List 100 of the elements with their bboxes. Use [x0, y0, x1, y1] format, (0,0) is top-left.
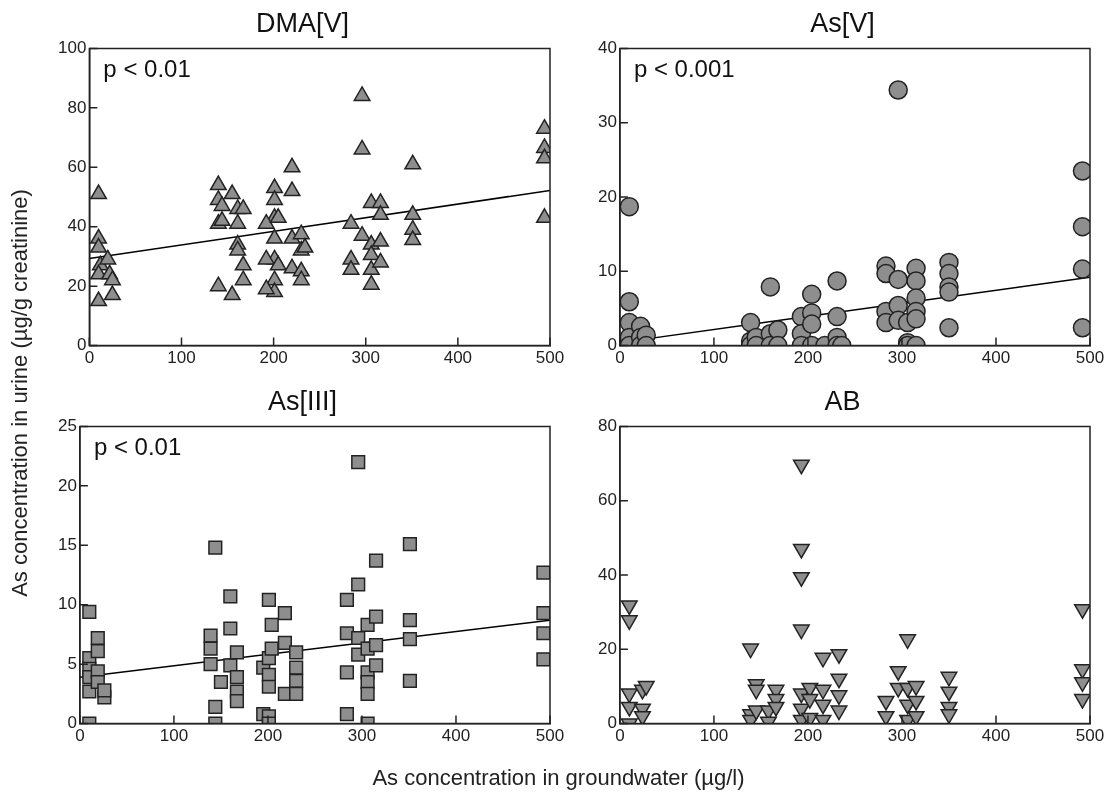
- y-tick-label: 100: [57, 38, 87, 58]
- x-tick-label: 100: [699, 348, 729, 368]
- x-tick-label: 300: [347, 726, 377, 746]
- y-tick-label: 80: [67, 97, 87, 117]
- point: [760, 277, 781, 297]
- chart-title: AB: [824, 385, 861, 416]
- point: [801, 284, 822, 305]
- point: [1073, 693, 1090, 709]
- point: [740, 312, 761, 333]
- y-tick-label: 80: [597, 416, 617, 436]
- point: [619, 292, 640, 312]
- y-tick-label: 10: [57, 594, 77, 614]
- x-tick-label: 300: [887, 348, 917, 368]
- point: [877, 710, 895, 724]
- point: [620, 600, 638, 616]
- point: [877, 695, 895, 711]
- y-tick-label: 20: [57, 475, 77, 495]
- point: [792, 543, 810, 559]
- point: [742, 643, 760, 659]
- point: [888, 269, 908, 290]
- point: [1073, 677, 1090, 693]
- point: [939, 282, 959, 302]
- point: [939, 318, 959, 338]
- x-tick-label: 500: [535, 348, 565, 368]
- point: [889, 665, 907, 681]
- point: [907, 680, 925, 696]
- annotation: p < 0.01: [103, 55, 191, 83]
- x-tick-label: 200: [793, 348, 823, 368]
- y-tick-label: 5: [67, 653, 77, 673]
- x-tick-label: 400: [441, 726, 471, 746]
- point: [907, 710, 925, 724]
- point: [827, 306, 847, 327]
- y-tick-label: 30: [597, 112, 617, 132]
- point: [940, 671, 958, 687]
- point: [827, 271, 847, 291]
- point: [1073, 603, 1090, 619]
- point: [1072, 216, 1090, 237]
- y-tick-label: 40: [597, 564, 617, 584]
- x-tick-label: 400: [981, 348, 1011, 368]
- y-tick-label: 40: [597, 38, 617, 58]
- x-tick-label: 400: [443, 348, 473, 368]
- point: [940, 686, 958, 702]
- point: [888, 80, 908, 100]
- x-tick-label: 100: [699, 726, 729, 746]
- x-tick-label: 500: [1075, 726, 1105, 746]
- point: [620, 615, 638, 631]
- y-tick-label: 20: [67, 275, 87, 295]
- y-tick-label: 60: [597, 490, 617, 510]
- x-tick-label: 200: [253, 726, 283, 746]
- point: [792, 624, 810, 640]
- point: [801, 314, 822, 334]
- x-tick-label: 100: [167, 348, 196, 368]
- point: [792, 571, 810, 587]
- point: [619, 196, 640, 217]
- point: [907, 695, 925, 711]
- point: [747, 705, 765, 721]
- y-tick-label: 10: [597, 260, 617, 280]
- x-tick-label: 400: [981, 726, 1011, 746]
- chart-title: DMA[V]: [255, 7, 350, 38]
- point: [899, 634, 917, 650]
- y-tick-label: 20: [597, 638, 617, 658]
- y-tick-label: 20: [597, 186, 617, 206]
- point: [814, 699, 832, 715]
- y-tick-label: 0: [607, 335, 617, 355]
- y-axis-title: As concentration in urine (µg/g creatinine): [7, 188, 33, 599]
- point: [814, 652, 832, 668]
- point: [792, 459, 810, 475]
- point: [620, 701, 638, 717]
- point: [830, 648, 848, 664]
- x-tick-label: 300: [887, 726, 917, 746]
- x-tick-label: 300: [351, 348, 380, 368]
- annotation: p < 0.001: [633, 55, 735, 83]
- chart-title: As[V]: [810, 7, 875, 38]
- x-tick-label: 500: [1075, 348, 1105, 368]
- point: [906, 309, 926, 329]
- point: [830, 690, 848, 706]
- point: [747, 684, 765, 700]
- point: [637, 680, 655, 696]
- point: [1072, 161, 1090, 181]
- point: [620, 688, 638, 704]
- point: [830, 673, 848, 689]
- y-tick-label: 60: [67, 156, 87, 176]
- point: [814, 684, 832, 700]
- point: [940, 709, 958, 724]
- x-tick-label: 200: [793, 726, 823, 746]
- y-tick-label: 15: [57, 534, 77, 554]
- x-tick-label: 100: [159, 726, 189, 746]
- point: [1072, 259, 1090, 279]
- y-tick-label: 40: [67, 216, 87, 236]
- point: [767, 701, 785, 717]
- x-tick-label: 200: [259, 348, 288, 368]
- point: [1072, 318, 1090, 338]
- y-tick-label: 25: [57, 416, 77, 436]
- point: [830, 705, 848, 721]
- y-tick-label: 0: [67, 713, 77, 733]
- x-axis-title: As concentration in groundwater (µg/l): [371, 765, 746, 791]
- point: [801, 693, 819, 709]
- point: [906, 271, 926, 291]
- chart-title: As[III]: [267, 385, 338, 416]
- y-tick-label: 0: [607, 713, 617, 733]
